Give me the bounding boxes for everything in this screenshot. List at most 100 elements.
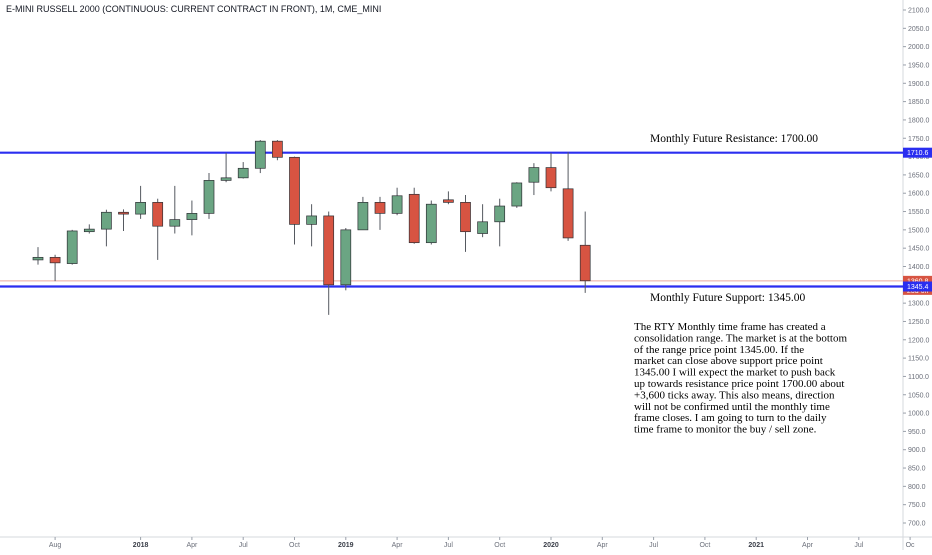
x-tick-label: Oct [699, 542, 710, 549]
candle-body[interactable] [494, 205, 506, 223]
candle[interactable] [408, 187, 420, 244]
candle[interactable] [579, 211, 591, 293]
candle-body[interactable] [186, 213, 198, 220]
x-tick-label: Jul [854, 542, 863, 549]
x-tick-label: Aug [49, 542, 62, 549]
candle[interactable] [494, 198, 506, 247]
y-tick-label: 1850.0 [908, 99, 930, 106]
resistance-annotation[interactable]: Monthly Future Resistance: 1700.00 [650, 133, 818, 145]
x-tick-label: 2020 [543, 542, 559, 549]
candle-body[interactable] [391, 195, 403, 214]
candle[interactable] [254, 140, 266, 174]
annotations[interactable]: Monthly Future Resistance: 1700.00 Month… [650, 133, 818, 304]
candle-body[interactable] [460, 202, 471, 233]
candle-body[interactable] [203, 180, 215, 214]
candle-body[interactable] [66, 230, 78, 264]
candles[interactable] [32, 140, 591, 315]
candle-body[interactable] [169, 219, 181, 227]
candle[interactable] [562, 152, 574, 241]
candle-body[interactable] [545, 167, 557, 189]
support-tag-label: 1345.4 [907, 284, 929, 291]
candle-body[interactable] [135, 202, 146, 215]
candle-body[interactable] [254, 140, 266, 169]
x-tick-label: Oct [289, 542, 300, 549]
candle[interactable] [323, 211, 335, 315]
candle-body[interactable] [443, 199, 454, 203]
candle[interactable] [306, 204, 317, 247]
candle[interactable] [83, 224, 95, 234]
chart-title: E-MINI RUSSELL 2000 (CONTINUOUS: CURRENT… [6, 4, 381, 14]
note-line: up towards resistance price point 1700.0… [634, 378, 844, 390]
candle-body[interactable] [340, 229, 352, 286]
candle-body[interactable] [83, 228, 95, 233]
candle-body[interactable] [408, 193, 420, 244]
candle[interactable] [237, 162, 249, 179]
y-tick-label: 1650.0 [908, 172, 930, 179]
price-scale-tags: 1710.61360.823d 6h1345.4 [903, 147, 932, 295]
candle-body[interactable] [357, 202, 369, 231]
candle[interactable] [340, 228, 352, 291]
candle-body[interactable] [32, 256, 44, 261]
x-tick-label: Oc [906, 542, 915, 549]
candle-body[interactable] [477, 221, 488, 234]
candle[interactable] [289, 156, 300, 245]
x-tick-label: Jul [444, 542, 453, 549]
candle-body[interactable] [118, 211, 129, 215]
y-tick-label: 1750.0 [908, 136, 930, 143]
y-tick-label: 1050.0 [908, 392, 930, 399]
candle-body[interactable] [220, 177, 232, 181]
candle-body[interactable] [579, 244, 591, 282]
note-line: frame closes. I am going to turn to the … [634, 412, 827, 424]
x-tick-label: Apr [392, 542, 404, 549]
horizontal-lines[interactable] [0, 151, 903, 288]
candle-body[interactable] [562, 188, 574, 239]
y-tick-label: 750.0 [908, 502, 926, 509]
y-tick-label: 1500.0 [908, 227, 930, 234]
support-tag [903, 281, 932, 292]
candle[interactable] [374, 196, 386, 230]
candle[interactable] [443, 191, 454, 205]
candle[interactable] [391, 187, 403, 216]
candle-body[interactable] [425, 203, 437, 244]
candle-body[interactable] [289, 156, 300, 225]
candle[interactable] [425, 200, 437, 245]
candle[interactable] [203, 173, 215, 219]
candle-body[interactable] [49, 256, 61, 264]
candle[interactable] [101, 209, 112, 247]
candle[interactable] [528, 163, 540, 196]
candle[interactable] [118, 209, 129, 231]
candle-body[interactable] [237, 167, 249, 179]
x-tick-label: 2021 [748, 542, 764, 549]
x-tick-label: Oct [494, 542, 505, 549]
candle[interactable] [152, 198, 164, 260]
candle[interactable] [477, 204, 488, 238]
candle-body[interactable] [374, 202, 386, 214]
candle[interactable] [511, 182, 523, 208]
analysis-note[interactable]: The RTY Monthly time frame has created a… [634, 321, 847, 436]
y-tick-label: 2000.0 [908, 44, 930, 51]
candle-body[interactable] [101, 211, 112, 230]
candle[interactable] [220, 152, 232, 183]
candle[interactable] [32, 247, 44, 265]
candle[interactable] [460, 195, 471, 252]
candle[interactable] [135, 185, 146, 219]
y-tick-label: 900.0 [908, 447, 926, 454]
candle[interactable] [169, 185, 181, 234]
candle-body[interactable] [272, 140, 283, 158]
candle[interactable] [49, 254, 61, 282]
support-annotation[interactable]: Monthly Future Support: 1345.00 [650, 292, 806, 304]
candle-body[interactable] [152, 202, 164, 227]
candle[interactable] [66, 229, 78, 265]
candle-body[interactable] [306, 215, 317, 225]
candle[interactable] [272, 140, 283, 161]
y-tick-label: 1250.0 [908, 319, 930, 326]
candle[interactable] [357, 196, 369, 231]
candle-body[interactable] [511, 182, 523, 207]
candle-body[interactable] [323, 215, 335, 286]
candle-body[interactable] [528, 167, 540, 183]
candle[interactable] [545, 152, 557, 192]
candle[interactable] [186, 200, 198, 236]
